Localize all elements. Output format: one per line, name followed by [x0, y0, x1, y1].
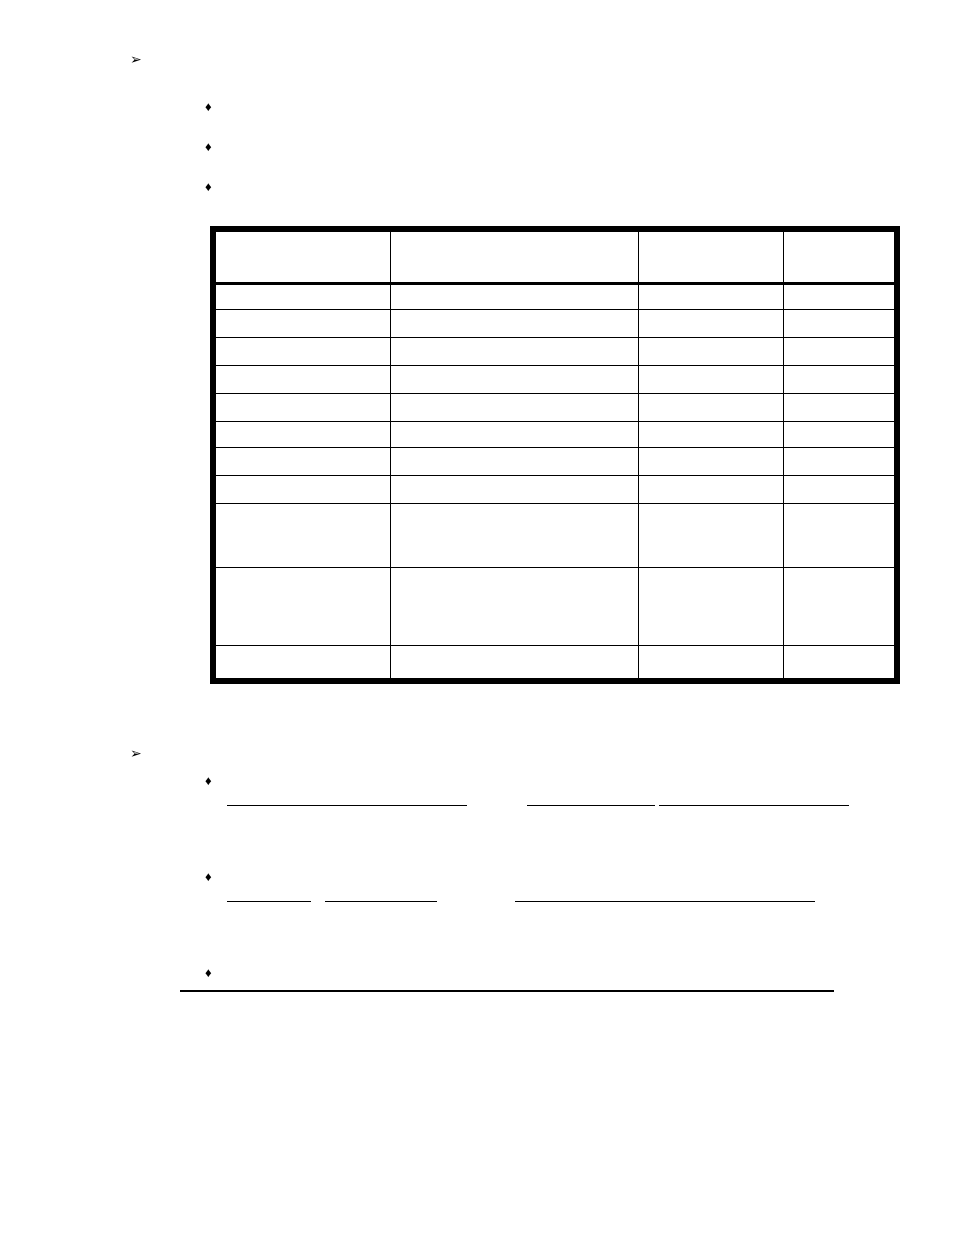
table-cell: [213, 365, 391, 393]
table-cell: [639, 645, 784, 681]
section-1-header: ➢: [60, 50, 894, 68]
table-header-cell: [391, 229, 639, 283]
diamond-icon: ♦: [205, 98, 227, 116]
diamond-icon: ♦: [205, 964, 227, 982]
diamond-icon: ♦: [205, 178, 227, 196]
table-cell: [639, 447, 784, 475]
fill-in-blank: [227, 886, 311, 902]
table-cell: [784, 567, 897, 645]
section-1-bullets: ♦ ♦ ♦: [60, 98, 894, 196]
table-cell: [391, 447, 639, 475]
bullet-item: ♦: [205, 138, 894, 156]
table-cell: [213, 645, 391, 681]
table-cell: [391, 283, 639, 309]
diamond-icon: ♦: [205, 772, 227, 790]
arrow-icon: ➢: [60, 744, 130, 762]
table-cell: [784, 475, 897, 503]
table-cell: [391, 337, 639, 365]
fill-in-blank: [325, 886, 437, 902]
table-cell: [213, 393, 391, 421]
fill-in-blank: [527, 790, 655, 806]
table-cell: [391, 365, 639, 393]
arrow-icon: ➢: [60, 50, 130, 68]
table-cell: [391, 645, 639, 681]
fill-in-blank: [227, 790, 467, 806]
table-cell: [213, 567, 391, 645]
bullet-item: ♦: [205, 178, 894, 196]
table-cell: [784, 447, 897, 475]
table-row: [213, 567, 897, 645]
table-cell: [784, 365, 897, 393]
table-cell: [213, 475, 391, 503]
table-row: [213, 421, 897, 447]
table-cell: [213, 503, 391, 567]
table-row: [213, 337, 897, 365]
table-cell: [639, 567, 784, 645]
bullet-item: ♦: [205, 98, 894, 116]
table-row: [213, 645, 897, 681]
table-cell: [391, 503, 639, 567]
table-cell: [391, 475, 639, 503]
table-row: [213, 309, 897, 337]
table-row: [213, 503, 897, 567]
table-header-cell: [784, 229, 897, 283]
table-cell: [784, 309, 897, 337]
table-cell: [784, 503, 897, 567]
bullet-item: ♦: [205, 964, 894, 982]
fill-in-blank: [659, 790, 849, 806]
section-2-bullets: ♦ ♦ ♦: [60, 772, 894, 982]
table-cell: [391, 393, 639, 421]
table-cell: [784, 337, 897, 365]
table-cell: [784, 645, 897, 681]
table-cell: [213, 447, 391, 475]
table-cell: [391, 567, 639, 645]
table-cell: [784, 283, 897, 309]
table-header-cell: [213, 229, 391, 283]
table-cell: [784, 393, 897, 421]
table-cell: [639, 337, 784, 365]
fill-in-blank: [515, 886, 815, 902]
table-header-cell: [639, 229, 784, 283]
horizontal-rule: [180, 990, 834, 992]
underline-group: [227, 886, 867, 904]
table-row: [213, 393, 897, 421]
data-table-container: [210, 226, 900, 684]
bullet-text: [227, 772, 894, 808]
bullet-item: ♦: [205, 868, 894, 904]
table-cell: [639, 421, 784, 447]
table-cell: [391, 421, 639, 447]
table-row: [213, 283, 897, 309]
table-cell: [213, 337, 391, 365]
table-cell: [213, 421, 391, 447]
table-cell: [213, 283, 391, 309]
table-cell: [391, 309, 639, 337]
underline-group: [227, 790, 867, 808]
table-cell: [639, 309, 784, 337]
table-cell: [784, 421, 897, 447]
document-page: ➢ ♦ ♦ ♦ ➢ ♦: [0, 0, 954, 1052]
section-2-header: ➢: [60, 744, 894, 762]
data-table: [210, 226, 900, 684]
diamond-icon: ♦: [205, 868, 227, 886]
diamond-icon: ♦: [205, 138, 227, 156]
table-row: [213, 365, 897, 393]
table-cell: [639, 503, 784, 567]
table-cell: [639, 393, 784, 421]
table-cell: [213, 309, 391, 337]
table-cell: [639, 475, 784, 503]
table-row: [213, 447, 897, 475]
table-cell: [639, 365, 784, 393]
table-cell: [639, 283, 784, 309]
bullet-item: ♦: [205, 772, 894, 808]
bullet-text: [227, 868, 894, 904]
table-row: [213, 475, 897, 503]
